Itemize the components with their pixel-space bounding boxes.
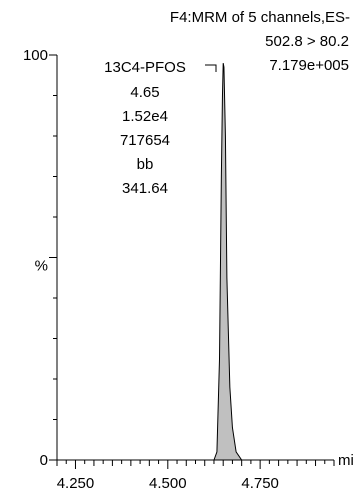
x-tick-label-4500: 4.500: [149, 475, 187, 492]
header-transition: 502.8 > 80.2: [265, 33, 349, 50]
x-axis-ticks: [56, 460, 335, 469]
annotation-leader-line: [205, 64, 217, 72]
header-channel-info: F4:MRM of 5 channels,ES-: [170, 9, 350, 26]
y-tick-label-0: 0: [40, 452, 48, 469]
y-tick-label-100: 100: [23, 47, 48, 64]
y-axis-ticks: [49, 54, 57, 461]
x-axis-label: min: [338, 452, 353, 469]
integration-flag: bb: [137, 156, 154, 173]
signal-to-noise: 341.64: [122, 180, 168, 197]
chromatogram-peak: [57, 63, 334, 461]
peak-area: 717654: [120, 132, 170, 149]
x-tick-label-4250: 4.250: [57, 475, 95, 492]
header-max-intensity: 7.179e+005: [269, 57, 349, 74]
peak-height: 1.52e4: [122, 108, 168, 125]
x-tick-label-4750: 4.750: [241, 475, 279, 492]
peak-annotation: 13C4-PFOS 4.65 1.52e4 717654 bb 341.64: [104, 59, 217, 197]
compound-name: 13C4-PFOS: [104, 59, 186, 76]
retention-time: 4.65: [130, 84, 159, 101]
y-axis-label: %: [35, 258, 48, 275]
